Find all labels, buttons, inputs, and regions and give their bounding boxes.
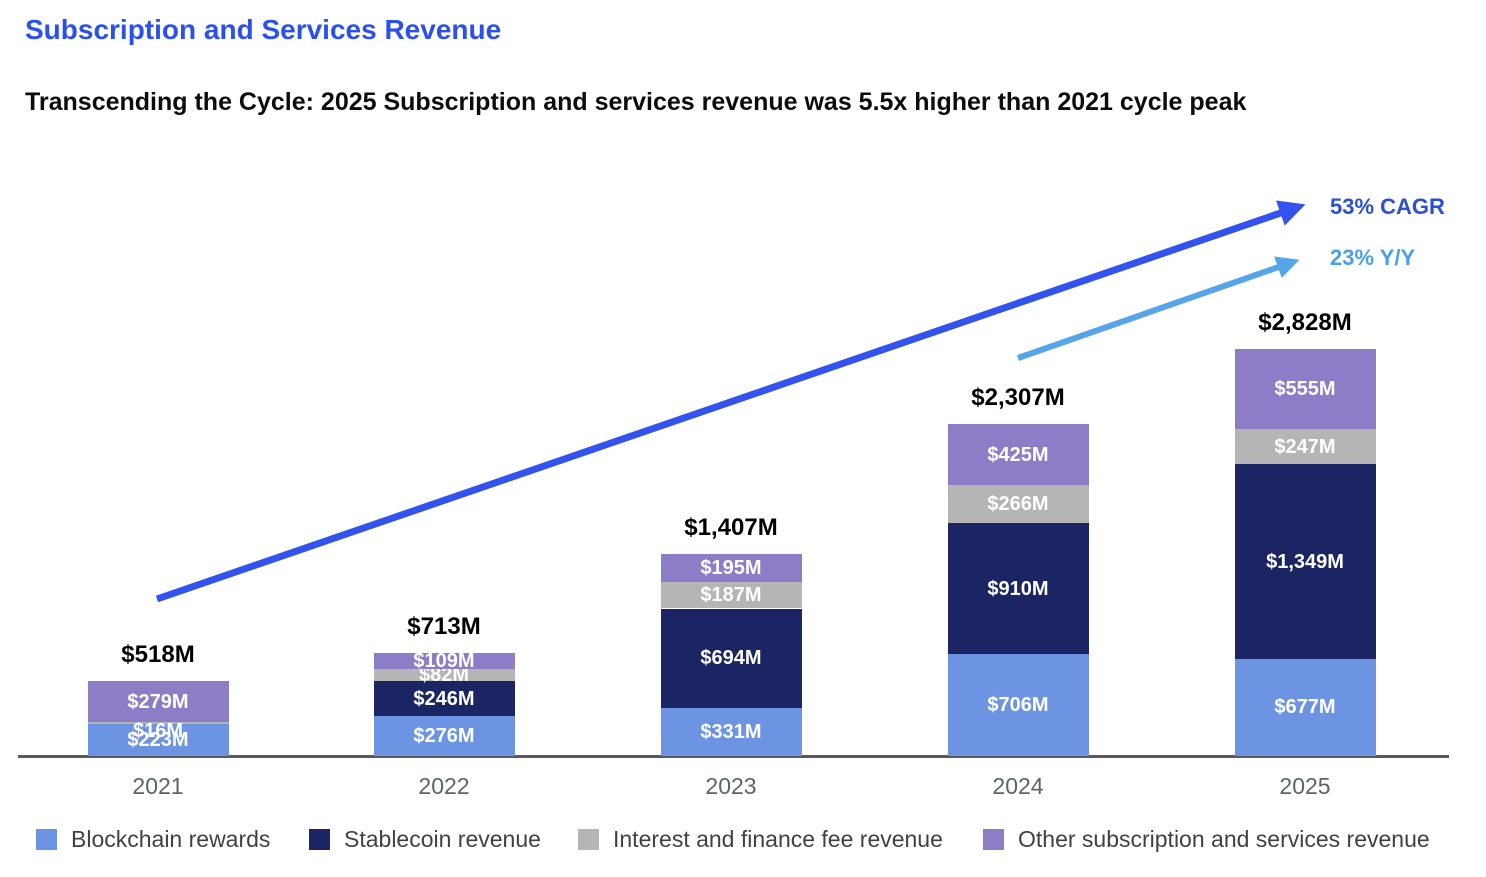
legend-swatch-icon — [578, 829, 599, 850]
bar-segment-2025-other-subscription-and-services-revenue: $555M — [1234, 349, 1376, 429]
segment-value-label: $276M — [413, 725, 475, 748]
legend-swatch-icon — [36, 829, 57, 850]
bar-total-label: $713M — [407, 613, 481, 641]
legend-swatch-icon — [309, 829, 330, 850]
bar-segment-2024-stablecoin-revenue: $910M — [947, 523, 1089, 655]
bar-segment-2022-blockchain-rewards: $276M — [373, 716, 515, 756]
bar-segment-2024-other-subscription-and-services-revenue: $425M — [947, 424, 1089, 486]
segment-value-label: $677M — [1274, 696, 1336, 719]
segment-value-label: $247M — [1274, 435, 1336, 458]
cagr-arrow-label: 53% CAGR — [1330, 194, 1445, 219]
bar-segment-2025-blockchain-rewards: $677M — [1234, 658, 1376, 756]
yoy-arrow — [1017, 256, 1300, 361]
bar-segment-2021-interest-and-finance-fee-revenue: $16M — [87, 721, 229, 741]
segment-value-label: $82M — [418, 663, 470, 686]
bar-segment-2022-interest-and-finance-fee-revenue: $82M — [373, 665, 515, 685]
segment-value-label: $694M — [700, 647, 762, 670]
bar-segment-2023-stablecoin-revenue: $694M — [660, 608, 802, 709]
bar-segment-2021-other-subscription-and-services-revenue: $279M — [87, 681, 229, 722]
legend-label: Interest and finance fee revenue — [613, 826, 943, 852]
x-axis-line — [18, 755, 1449, 758]
segment-value-label: $279M — [127, 690, 189, 713]
segment-value-label: $195M — [700, 556, 762, 579]
x-axis-tick-2022: 2022 — [418, 773, 470, 799]
bar-segment-2024-blockchain-rewards: $706M — [947, 654, 1089, 756]
chart-title: Subscription and Services Revenue — [25, 14, 502, 45]
bar-segment-2022-other-subscription-and-services-revenue: $109M — [373, 650, 515, 673]
segment-value-label: $223M — [127, 728, 189, 751]
bar-segment-2023-blockchain-rewards: $331M — [660, 708, 802, 756]
segment-value-label: $246M — [413, 687, 475, 710]
segment-value-label: $109M — [413, 650, 475, 673]
x-axis-tick-2021: 2021 — [132, 773, 184, 799]
x-axis-tick-2025: 2025 — [1279, 773, 1331, 799]
bar-total-label: $2,828M — [1258, 309, 1352, 337]
segment-value-label: $706M — [987, 694, 1049, 717]
legend-label: Other subscription and services revenue — [1018, 826, 1430, 852]
bar-total-label: $518M — [121, 641, 195, 669]
bar-segment-2025-interest-and-finance-fee-revenue: $247M — [1234, 428, 1376, 465]
bar-segment-2024-interest-and-finance-fee-revenue: $266M — [947, 485, 1089, 524]
legend-swatch-icon — [983, 829, 1004, 850]
segment-value-label: $425M — [987, 443, 1049, 466]
segment-value-label: $266M — [987, 493, 1049, 516]
bar-segment-2021-blockchain-rewards: $223M — [87, 723, 229, 756]
yoy-arrow-label: 23% Y/Y — [1330, 245, 1416, 270]
legend-label: Stablecoin revenue — [344, 826, 541, 852]
segment-value-label: $910M — [987, 577, 1049, 600]
segment-value-label: $16M — [132, 719, 184, 742]
bar-segment-2023-interest-and-finance-fee-revenue: $187M — [660, 581, 802, 609]
legend-label: Blockchain rewards — [71, 826, 271, 852]
segment-value-label: $555M — [1274, 377, 1336, 400]
x-axis-tick-2024: 2024 — [992, 773, 1044, 799]
segment-value-label: $1,349M — [1266, 550, 1344, 573]
bar-segment-2023-other-subscription-and-services-revenue: $195M — [660, 553, 802, 582]
segment-value-label: $331M — [700, 721, 762, 744]
bar-total-label: $2,307M — [971, 384, 1065, 412]
chart-subtitle: Transcending the Cycle: 2025 Subscriptio… — [25, 88, 1247, 116]
bar-segment-2025-stablecoin-revenue: $1,349M — [1234, 464, 1376, 659]
bar-segment-2022-stablecoin-revenue: $246M — [373, 680, 515, 717]
bar-total-label: $1,407M — [684, 513, 778, 541]
x-axis-tick-2023: 2023 — [705, 773, 757, 799]
segment-value-label: $187M — [700, 584, 762, 607]
